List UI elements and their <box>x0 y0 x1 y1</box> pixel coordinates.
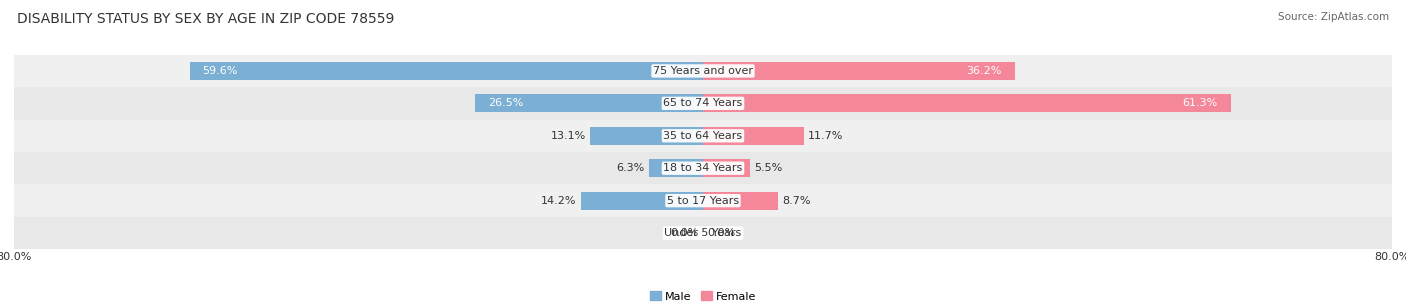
Bar <box>703 95 1230 112</box>
Text: 61.3%: 61.3% <box>1182 98 1218 108</box>
Text: 5.5%: 5.5% <box>755 163 783 173</box>
Text: Under 5 Years: Under 5 Years <box>665 228 741 238</box>
Legend: Male, Female: Male, Female <box>645 287 761 304</box>
Text: 18 to 34 Years: 18 to 34 Years <box>664 163 742 173</box>
Bar <box>591 127 703 145</box>
Text: 6.3%: 6.3% <box>616 163 644 173</box>
Text: 0.0%: 0.0% <box>671 228 699 238</box>
Bar <box>14 55 1392 87</box>
Text: 75 Years and over: 75 Years and over <box>652 66 754 76</box>
Text: 59.6%: 59.6% <box>202 66 238 76</box>
Bar <box>14 185 1392 217</box>
Bar <box>703 127 804 145</box>
Bar <box>475 95 703 112</box>
Bar <box>703 62 1015 80</box>
Bar <box>703 159 751 177</box>
Text: 0.0%: 0.0% <box>707 228 735 238</box>
Bar <box>190 62 703 80</box>
Text: 5 to 17 Years: 5 to 17 Years <box>666 196 740 206</box>
Text: 36.2%: 36.2% <box>966 66 1002 76</box>
Text: 8.7%: 8.7% <box>782 196 811 206</box>
Text: 11.7%: 11.7% <box>808 131 844 141</box>
Bar <box>14 217 1392 249</box>
Bar <box>703 192 778 209</box>
Bar <box>14 87 1392 119</box>
Text: 14.2%: 14.2% <box>541 196 576 206</box>
Text: 26.5%: 26.5% <box>488 98 523 108</box>
Text: 13.1%: 13.1% <box>551 131 586 141</box>
Bar <box>14 119 1392 152</box>
Text: 65 to 74 Years: 65 to 74 Years <box>664 98 742 108</box>
Bar <box>648 159 703 177</box>
Bar <box>581 192 703 209</box>
Text: DISABILITY STATUS BY SEX BY AGE IN ZIP CODE 78559: DISABILITY STATUS BY SEX BY AGE IN ZIP C… <box>17 12 394 26</box>
Text: Source: ZipAtlas.com: Source: ZipAtlas.com <box>1278 12 1389 22</box>
Bar <box>14 152 1392 185</box>
Text: 35 to 64 Years: 35 to 64 Years <box>664 131 742 141</box>
